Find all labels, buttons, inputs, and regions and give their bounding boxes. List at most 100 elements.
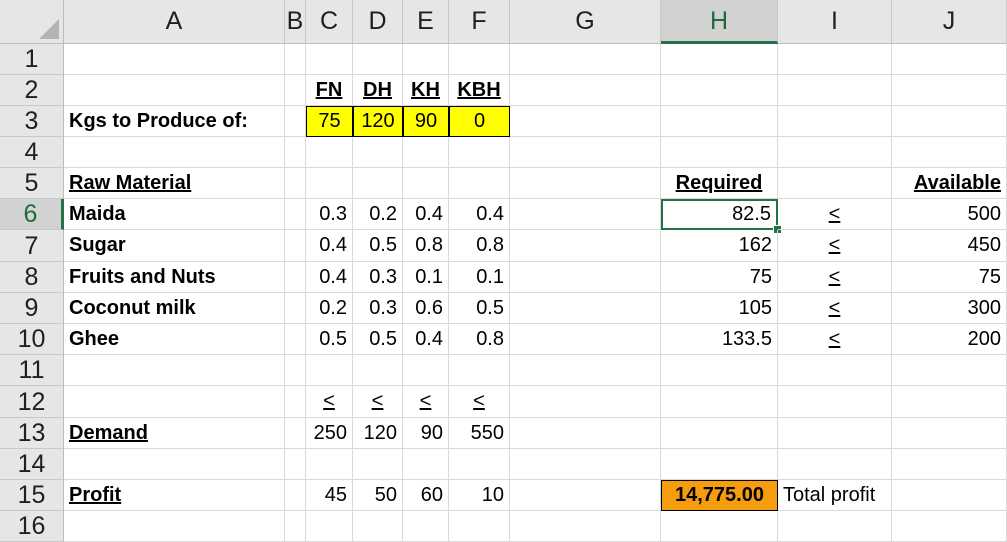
column-header-c[interactable]: C [306,0,353,44]
cell-j3[interactable] [892,106,1007,137]
cell-g5[interactable] [510,168,661,199]
cell-e7[interactable]: 0.8 [403,230,449,262]
cell-i5[interactable] [778,168,892,199]
cell-d6[interactable]: 0.2 [353,199,403,230]
cell-j13[interactable] [892,418,1007,449]
cell-a6[interactable]: Maida [64,199,285,230]
cell-h7[interactable]: 162 [661,230,778,262]
cell-g1[interactable] [510,44,661,75]
cell-d12[interactable]: < [353,386,403,418]
cell-f8[interactable]: 0.1 [449,262,510,293]
cell-i15[interactable]: Total profit [778,480,892,511]
row-header-7[interactable]: 7 [0,230,64,262]
cell-g14[interactable] [510,449,661,480]
cell-j15[interactable] [892,480,1007,511]
cell-c6[interactable]: 0.3 [306,199,353,230]
cell-d4[interactable] [353,137,403,168]
cell-a5[interactable]: Raw Material [64,168,285,199]
cell-g9[interactable] [510,293,661,324]
cell-f5[interactable] [449,168,510,199]
column-header-e[interactable]: E [403,0,449,44]
cell-a14[interactable] [64,449,285,480]
cell-f6[interactable]: 0.4 [449,199,510,230]
cell-e10[interactable]: 0.4 [403,324,449,355]
cell-c4[interactable] [306,137,353,168]
cell-g12[interactable] [510,386,661,418]
cell-g3[interactable] [510,106,661,137]
cell-i2[interactable] [778,75,892,106]
cell-b8[interactable] [285,262,306,293]
cell-h10[interactable]: 133.5 [661,324,778,355]
cell-d14[interactable] [353,449,403,480]
cell-i14[interactable] [778,449,892,480]
cell-j16[interactable] [892,511,1007,542]
column-header-g[interactable]: G [510,0,661,44]
cell-f12[interactable]: < [449,386,510,418]
cell-d2[interactable]: DH [353,75,403,106]
cell-b13[interactable] [285,418,306,449]
cell-g8[interactable] [510,262,661,293]
cell-i13[interactable] [778,418,892,449]
column-header-i[interactable]: I [778,0,892,44]
cell-f13[interactable]: 550 [449,418,510,449]
cell-f15[interactable]: 10 [449,480,510,511]
cell-j9[interactable]: 300 [892,293,1007,324]
cell-f2[interactable]: KBH [449,75,510,106]
cell-g7[interactable] [510,230,661,262]
cell-a16[interactable] [64,511,285,542]
cell-c5[interactable] [306,168,353,199]
cell-b6[interactable] [285,199,306,230]
row-header-5[interactable]: 5 [0,168,64,199]
cell-d3[interactable]: 120 [353,106,403,137]
row-header-14[interactable]: 14 [0,449,64,480]
row-header-2[interactable]: 2 [0,75,64,106]
cell-h5[interactable]: Required [661,168,778,199]
cell-c8[interactable]: 0.4 [306,262,353,293]
cell-a1[interactable] [64,44,285,75]
cell-g10[interactable] [510,324,661,355]
cell-j8[interactable]: 75 [892,262,1007,293]
row-header-3[interactable]: 3 [0,106,64,137]
cell-g4[interactable] [510,137,661,168]
cell-e16[interactable] [403,511,449,542]
cell-d1[interactable] [353,44,403,75]
cell-h3[interactable] [661,106,778,137]
cell-d5[interactable] [353,168,403,199]
cell-i16[interactable] [778,511,892,542]
cell-j2[interactable] [892,75,1007,106]
cell-j5[interactable]: Available [892,168,1007,199]
cell-d9[interactable]: 0.3 [353,293,403,324]
cell-b10[interactable] [285,324,306,355]
cell-i7[interactable]: < [778,230,892,262]
cell-b11[interactable] [285,355,306,386]
column-header-d[interactable]: D [353,0,403,44]
cell-c1[interactable] [306,44,353,75]
cell-c3[interactable]: 75 [306,106,353,137]
cell-f7[interactable]: 0.8 [449,230,510,262]
cell-a2[interactable] [64,75,285,106]
cell-b15[interactable] [285,480,306,511]
cell-c15[interactable]: 45 [306,480,353,511]
cell-g16[interactable] [510,511,661,542]
cell-d7[interactable]: 0.5 [353,230,403,262]
cell-c12[interactable]: < [306,386,353,418]
cell-j10[interactable]: 200 [892,324,1007,355]
cell-a15[interactable]: Profit [64,480,285,511]
cell-d15[interactable]: 50 [353,480,403,511]
cell-b5[interactable] [285,168,306,199]
column-header-h[interactable]: H [661,0,778,44]
cell-d11[interactable] [353,355,403,386]
cell-f1[interactable] [449,44,510,75]
cell-i6[interactable]: < [778,199,892,230]
cell-i11[interactable] [778,355,892,386]
cell-a12[interactable] [64,386,285,418]
cell-i4[interactable] [778,137,892,168]
cell-h9[interactable]: 105 [661,293,778,324]
cell-e9[interactable]: 0.6 [403,293,449,324]
cell-h14[interactable] [661,449,778,480]
cell-c9[interactable]: 0.2 [306,293,353,324]
cell-b1[interactable] [285,44,306,75]
cell-g11[interactable] [510,355,661,386]
cell-e13[interactable]: 90 [403,418,449,449]
